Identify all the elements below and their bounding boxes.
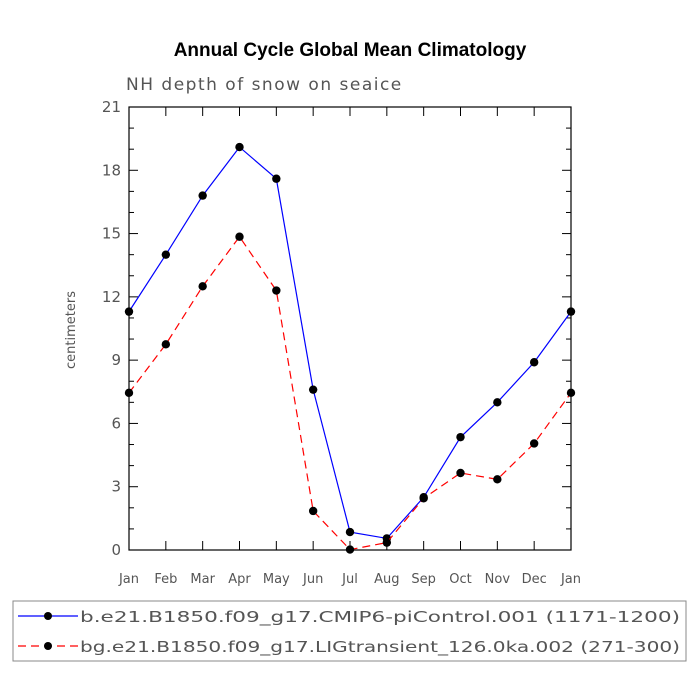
data-point (124, 388, 134, 398)
data-point (456, 432, 465, 442)
data-point (124, 307, 134, 316)
data-point (529, 358, 539, 367)
data-point (345, 545, 355, 554)
y-tick-label: 3 (111, 478, 121, 496)
plot-frame (128, 106, 572, 551)
x-tick-label: Aug (374, 572, 399, 587)
y-axis-ticks: 0 3 6 9 12 15 18 21 (102, 98, 571, 559)
data-point (308, 385, 318, 394)
data-point (456, 468, 465, 478)
data-point (272, 286, 281, 295)
data-point (493, 398, 502, 407)
series-layer (124, 142, 576, 554)
legend-label: b.e21.B1850.f09_g17.CMIP6-piControl.001 … (80, 608, 680, 627)
y-tick-label: 0 (111, 541, 121, 559)
chart-subtitle: NH depth of snow on seaice (126, 75, 403, 95)
x-tick-label: Nov (485, 572, 511, 587)
series-1 (124, 142, 576, 543)
y-axis-title: centimeters (64, 291, 79, 369)
y-tick-label: 18 (102, 161, 121, 179)
x-tick-label: Jun (302, 572, 323, 587)
x-tick-label: Jul (341, 572, 358, 587)
x-tick-label: Feb (154, 572, 177, 587)
x-tick-label: Dec (522, 572, 547, 587)
series-line (128, 146, 572, 540)
data-point (161, 340, 171, 349)
x-axis-ticks: Jan Feb Mar Apr May Jun Jul Aug Sep Oct Nov Dec Jan (118, 107, 581, 587)
data-point (198, 191, 207, 200)
legend-marker (44, 612, 52, 620)
chart-title: Annual Cycle Global Mean Climatology (174, 40, 527, 61)
x-tick-label: Mar (190, 572, 215, 587)
data-point (419, 494, 428, 503)
x-tick-label: Jan (118, 572, 139, 587)
data-point (529, 439, 539, 448)
data-point (235, 232, 244, 241)
x-tick-label: Jan (560, 572, 581, 587)
data-point (308, 506, 318, 516)
data-point (566, 307, 576, 316)
plot-area (128, 106, 572, 551)
legend-frame (12, 600, 687, 662)
y-tick-label: 15 (102, 225, 121, 243)
series-line (128, 235, 572, 551)
x-tick-label: May (263, 572, 290, 587)
x-tick-label: Apr (228, 572, 251, 587)
data-point (272, 174, 281, 183)
y-tick-label: 6 (111, 414, 121, 432)
data-point (198, 282, 207, 291)
data-point (235, 142, 244, 152)
y-tick-label: 21 (102, 98, 121, 116)
series-2 (124, 232, 576, 554)
data-point (161, 250, 171, 259)
data-point (345, 527, 355, 537)
y-tick-label: 9 (111, 351, 121, 369)
x-tick-label: Oct (449, 572, 471, 587)
legend-label: bg.e21.B1850.f09_g17.LIGtransient_126.0k… (80, 638, 680, 657)
data-point (382, 538, 392, 547)
x-tick-label: Sep (411, 572, 436, 587)
data-point (566, 388, 576, 398)
y-tick-label: 12 (102, 288, 121, 306)
legend-marker (44, 642, 52, 650)
legend: b.e21.B1850.f09_g17.CMIP6-piControl.001 … (12, 600, 687, 662)
data-point (493, 475, 502, 484)
